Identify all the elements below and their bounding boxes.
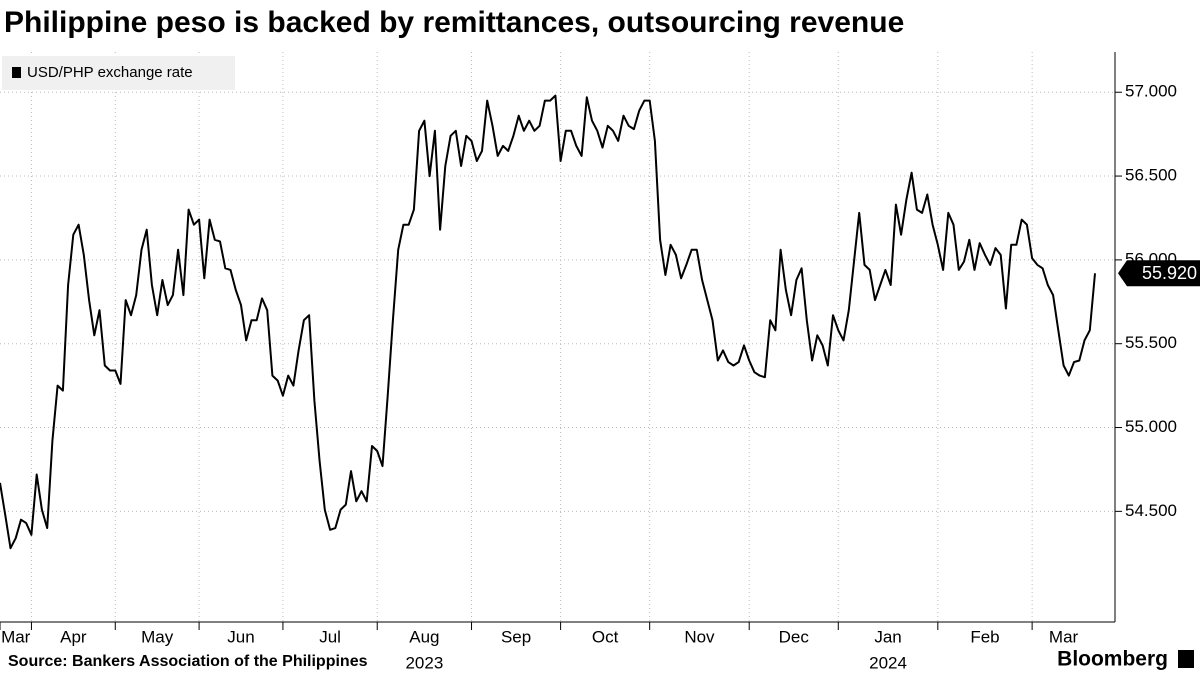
y-tick-label: 57.000 [1125, 82, 1177, 101]
y-tick-label: 56.500 [1125, 166, 1177, 185]
y-tick-label: 55.500 [1125, 333, 1177, 352]
value-badge [1118, 260, 1200, 287]
y-tick-label: 54.500 [1125, 501, 1177, 520]
legend-label: USD/PHP exchange rate [27, 64, 193, 81]
logo-box [1178, 650, 1194, 668]
x-tick-label: Mar [1, 627, 31, 646]
x-tick-label: Jan [874, 627, 901, 646]
x-tick-label: Aug [409, 627, 439, 646]
source: Source: Bankers Association of the Phili… [8, 653, 368, 670]
x-tick-label: Jul [319, 627, 341, 646]
x-tick-label: Sep [501, 627, 531, 646]
branding: Bloomberg [1057, 648, 1168, 671]
x-tick-label: Feb [970, 627, 999, 646]
x-tick-label: Oct [592, 627, 619, 646]
x-tick-label: Nov [684, 627, 715, 646]
value-label: 55.920 [1142, 263, 1197, 283]
chart-title: Philippine peso is backed by remittances… [4, 6, 904, 39]
x-group-label: 2023 [405, 653, 443, 672]
legend-box [2, 56, 235, 90]
y-tick-label: 55.000 [1125, 417, 1177, 436]
x-group-label: 2024 [869, 653, 907, 672]
legend-swatch [12, 67, 21, 78]
x-tick-label: Jun [227, 627, 254, 646]
x-tick-label: Apr [60, 627, 87, 646]
line [0, 94, 1096, 550]
x-tick-label: May [141, 627, 174, 646]
x-tick-label: Dec [779, 627, 810, 646]
x-tick-label: Mar [1049, 627, 1079, 646]
